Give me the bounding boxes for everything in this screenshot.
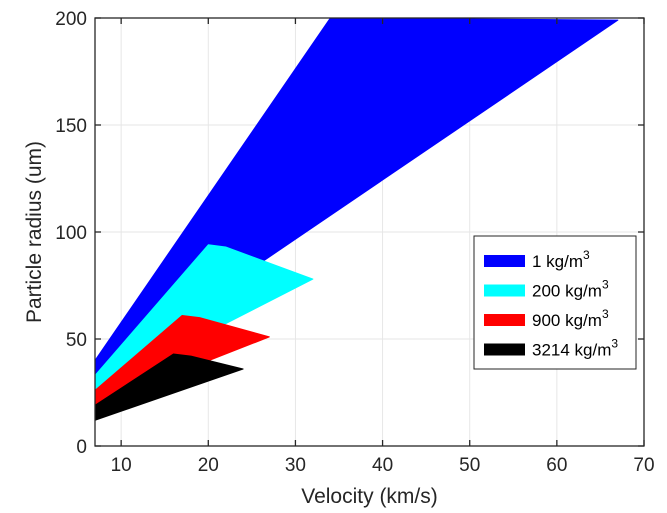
y-tick-label: 0 (76, 437, 87, 458)
tick-labels: 10 20 30 40 50 60 70 0 50 100 150 200 (55, 9, 654, 476)
legend-swatch (484, 284, 525, 297)
legend-label: 3214 kg/m3 (532, 337, 618, 360)
legend-label: 900 kg/m3 (532, 307, 609, 330)
y-axis-label: Particle radius (um) (23, 141, 46, 323)
y-tick-label: 150 (55, 116, 87, 137)
x-tick-label: 10 (111, 455, 132, 476)
y-tick-label: 50 (66, 330, 87, 351)
x-tick-label: 20 (198, 455, 219, 476)
x-tick-label: 30 (285, 455, 306, 476)
x-tick-label: 60 (546, 455, 567, 476)
legend-label: 1 kg/m3 (532, 248, 590, 271)
legend-label: 200 kg/m3 (532, 278, 609, 301)
x-tick-label: 70 (633, 455, 654, 476)
legend-swatch (484, 343, 525, 356)
x-tick-label: 40 (372, 455, 393, 476)
y-tick-label: 100 (55, 223, 87, 244)
x-axis-label: Velocity (km/s) (301, 485, 438, 508)
legend: 1 kg/m3 200 kg/m3 900 kg/m3 3214 kg/m3 (473, 235, 637, 370)
y-tick-label: 200 (55, 9, 87, 30)
x-tick-label: 50 (459, 455, 480, 476)
legend-swatch (484, 255, 525, 267)
legend-swatch (484, 314, 525, 326)
